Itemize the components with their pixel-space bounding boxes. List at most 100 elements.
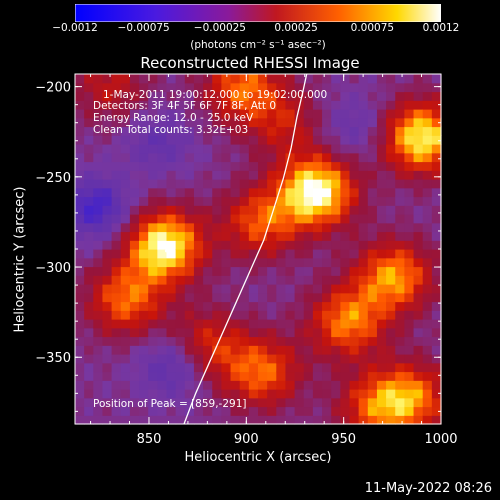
heatmap-cell — [102, 345, 113, 355]
heatmap-cell — [322, 187, 332, 198]
heatmap-cell — [431, 275, 442, 285]
heatmap-cell — [120, 135, 131, 145]
heatmap-cell — [386, 284, 396, 294]
heatmap-cell — [340, 310, 351, 320]
heatmap-cell — [386, 240, 396, 250]
heatmap-cell — [184, 380, 195, 390]
heatmap-cell — [184, 389, 195, 399]
heatmap-cell — [157, 126, 168, 136]
heatmap-cell — [166, 266, 177, 276]
heatmap-cell — [148, 214, 158, 224]
heatmap-cell — [166, 109, 177, 119]
heatmap-cell — [157, 170, 168, 180]
heatmap-cell — [221, 205, 232, 215]
heatmap-cell — [157, 275, 168, 285]
annotation-clean: Clean Total counts: 3.32E+03 — [93, 124, 249, 136]
heatmap-cell — [75, 310, 85, 320]
heatmap-cell — [139, 91, 149, 101]
heatmap-cell — [322, 231, 332, 241]
heatmap-cell — [431, 205, 442, 215]
heatmap-cell — [184, 91, 195, 101]
heatmap-cell — [203, 397, 213, 408]
heatmap-cell — [157, 284, 168, 294]
heatmap-cell — [148, 257, 158, 268]
heatmap-cell — [111, 275, 122, 285]
heatmap-cell — [413, 266, 424, 276]
heatmap-cell — [175, 371, 186, 381]
heatmap-cell — [267, 231, 277, 241]
heatmap-cell — [120, 170, 131, 180]
heatmap-cell — [303, 415, 314, 425]
heatmap-cell — [340, 222, 351, 233]
x-tick-label: 950 — [331, 432, 356, 447]
heatmap-cell — [84, 397, 94, 408]
heatmap-cell — [413, 415, 424, 425]
heatmap-cell — [248, 345, 259, 355]
heatmap-cell — [230, 144, 241, 154]
heatmap-cell — [258, 222, 268, 233]
heatmap-cell — [212, 354, 222, 364]
heatmap-cell — [157, 240, 168, 250]
heatmap-cell — [203, 187, 213, 198]
heatmap-cell — [230, 74, 241, 84]
heatmap-cell — [331, 187, 341, 198]
heatmap-cell — [285, 345, 296, 355]
heatmap-cell — [221, 275, 232, 285]
heatmap-cell — [203, 380, 213, 390]
heatmap-cell — [367, 406, 378, 416]
heatmap-cell — [358, 74, 369, 84]
heatmap-cell — [367, 231, 378, 241]
heatmap-cell — [157, 266, 168, 276]
heatmap-cell — [422, 284, 433, 294]
heatmap-cell — [166, 354, 177, 364]
heatmap-cell — [267, 397, 277, 408]
heatmap-cell — [239, 126, 250, 136]
heatmap-cell — [139, 336, 149, 346]
heatmap-cell — [267, 82, 277, 93]
heatmap-cell — [386, 170, 396, 180]
heatmap-cell — [376, 82, 387, 93]
heatmap-cell — [395, 345, 405, 355]
heatmap-cell — [102, 187, 113, 198]
heatmap-cell — [349, 397, 360, 408]
heatmap-cell — [102, 205, 113, 215]
heatmap-cell — [358, 109, 369, 119]
heatmap-cell — [148, 179, 158, 189]
heatmap-cell — [413, 82, 424, 93]
heatmap-cell — [102, 319, 113, 329]
heatmap-cell — [431, 310, 442, 320]
heatmap-cell — [386, 152, 396, 163]
heatmap-cell — [258, 152, 268, 163]
heatmap-cell — [422, 117, 433, 128]
heatmap-cell — [148, 144, 158, 154]
heatmap-cell — [340, 74, 351, 84]
heatmap-cell — [395, 135, 405, 145]
heatmap-cell — [239, 100, 250, 110]
heatmap-cell — [349, 380, 360, 390]
colorbar-unit-label: (photons cm⁻² s⁻¹ asec⁻²) — [190, 39, 326, 51]
heatmap-cell — [422, 205, 433, 215]
heatmap-cell — [157, 222, 168, 233]
heatmap-cell — [248, 117, 259, 128]
heatmap-cell — [102, 161, 113, 171]
heatmap-cell — [248, 415, 259, 425]
heatmap-cell — [413, 336, 424, 346]
heatmap-cell — [230, 406, 241, 416]
heatmap-cell — [276, 205, 287, 215]
x-tick-label: 850 — [137, 432, 162, 447]
heatmap-cell — [312, 231, 323, 241]
heatmap-cell — [285, 170, 296, 180]
heatmap-cell — [312, 301, 323, 311]
heatmap-cell — [175, 117, 186, 128]
heatmap-cell — [193, 74, 204, 84]
heatmap-cell — [358, 345, 369, 355]
heatmap-cell — [294, 336, 305, 346]
heatmap-cell — [258, 336, 268, 346]
heatmap-cell — [386, 336, 396, 346]
heatmap-cell — [84, 415, 94, 425]
heatmap-cell — [203, 126, 213, 136]
heatmap-cell — [203, 222, 213, 233]
heatmap-cell — [294, 257, 305, 268]
heatmap-cell — [395, 196, 405, 206]
heatmap-cell — [413, 196, 424, 206]
